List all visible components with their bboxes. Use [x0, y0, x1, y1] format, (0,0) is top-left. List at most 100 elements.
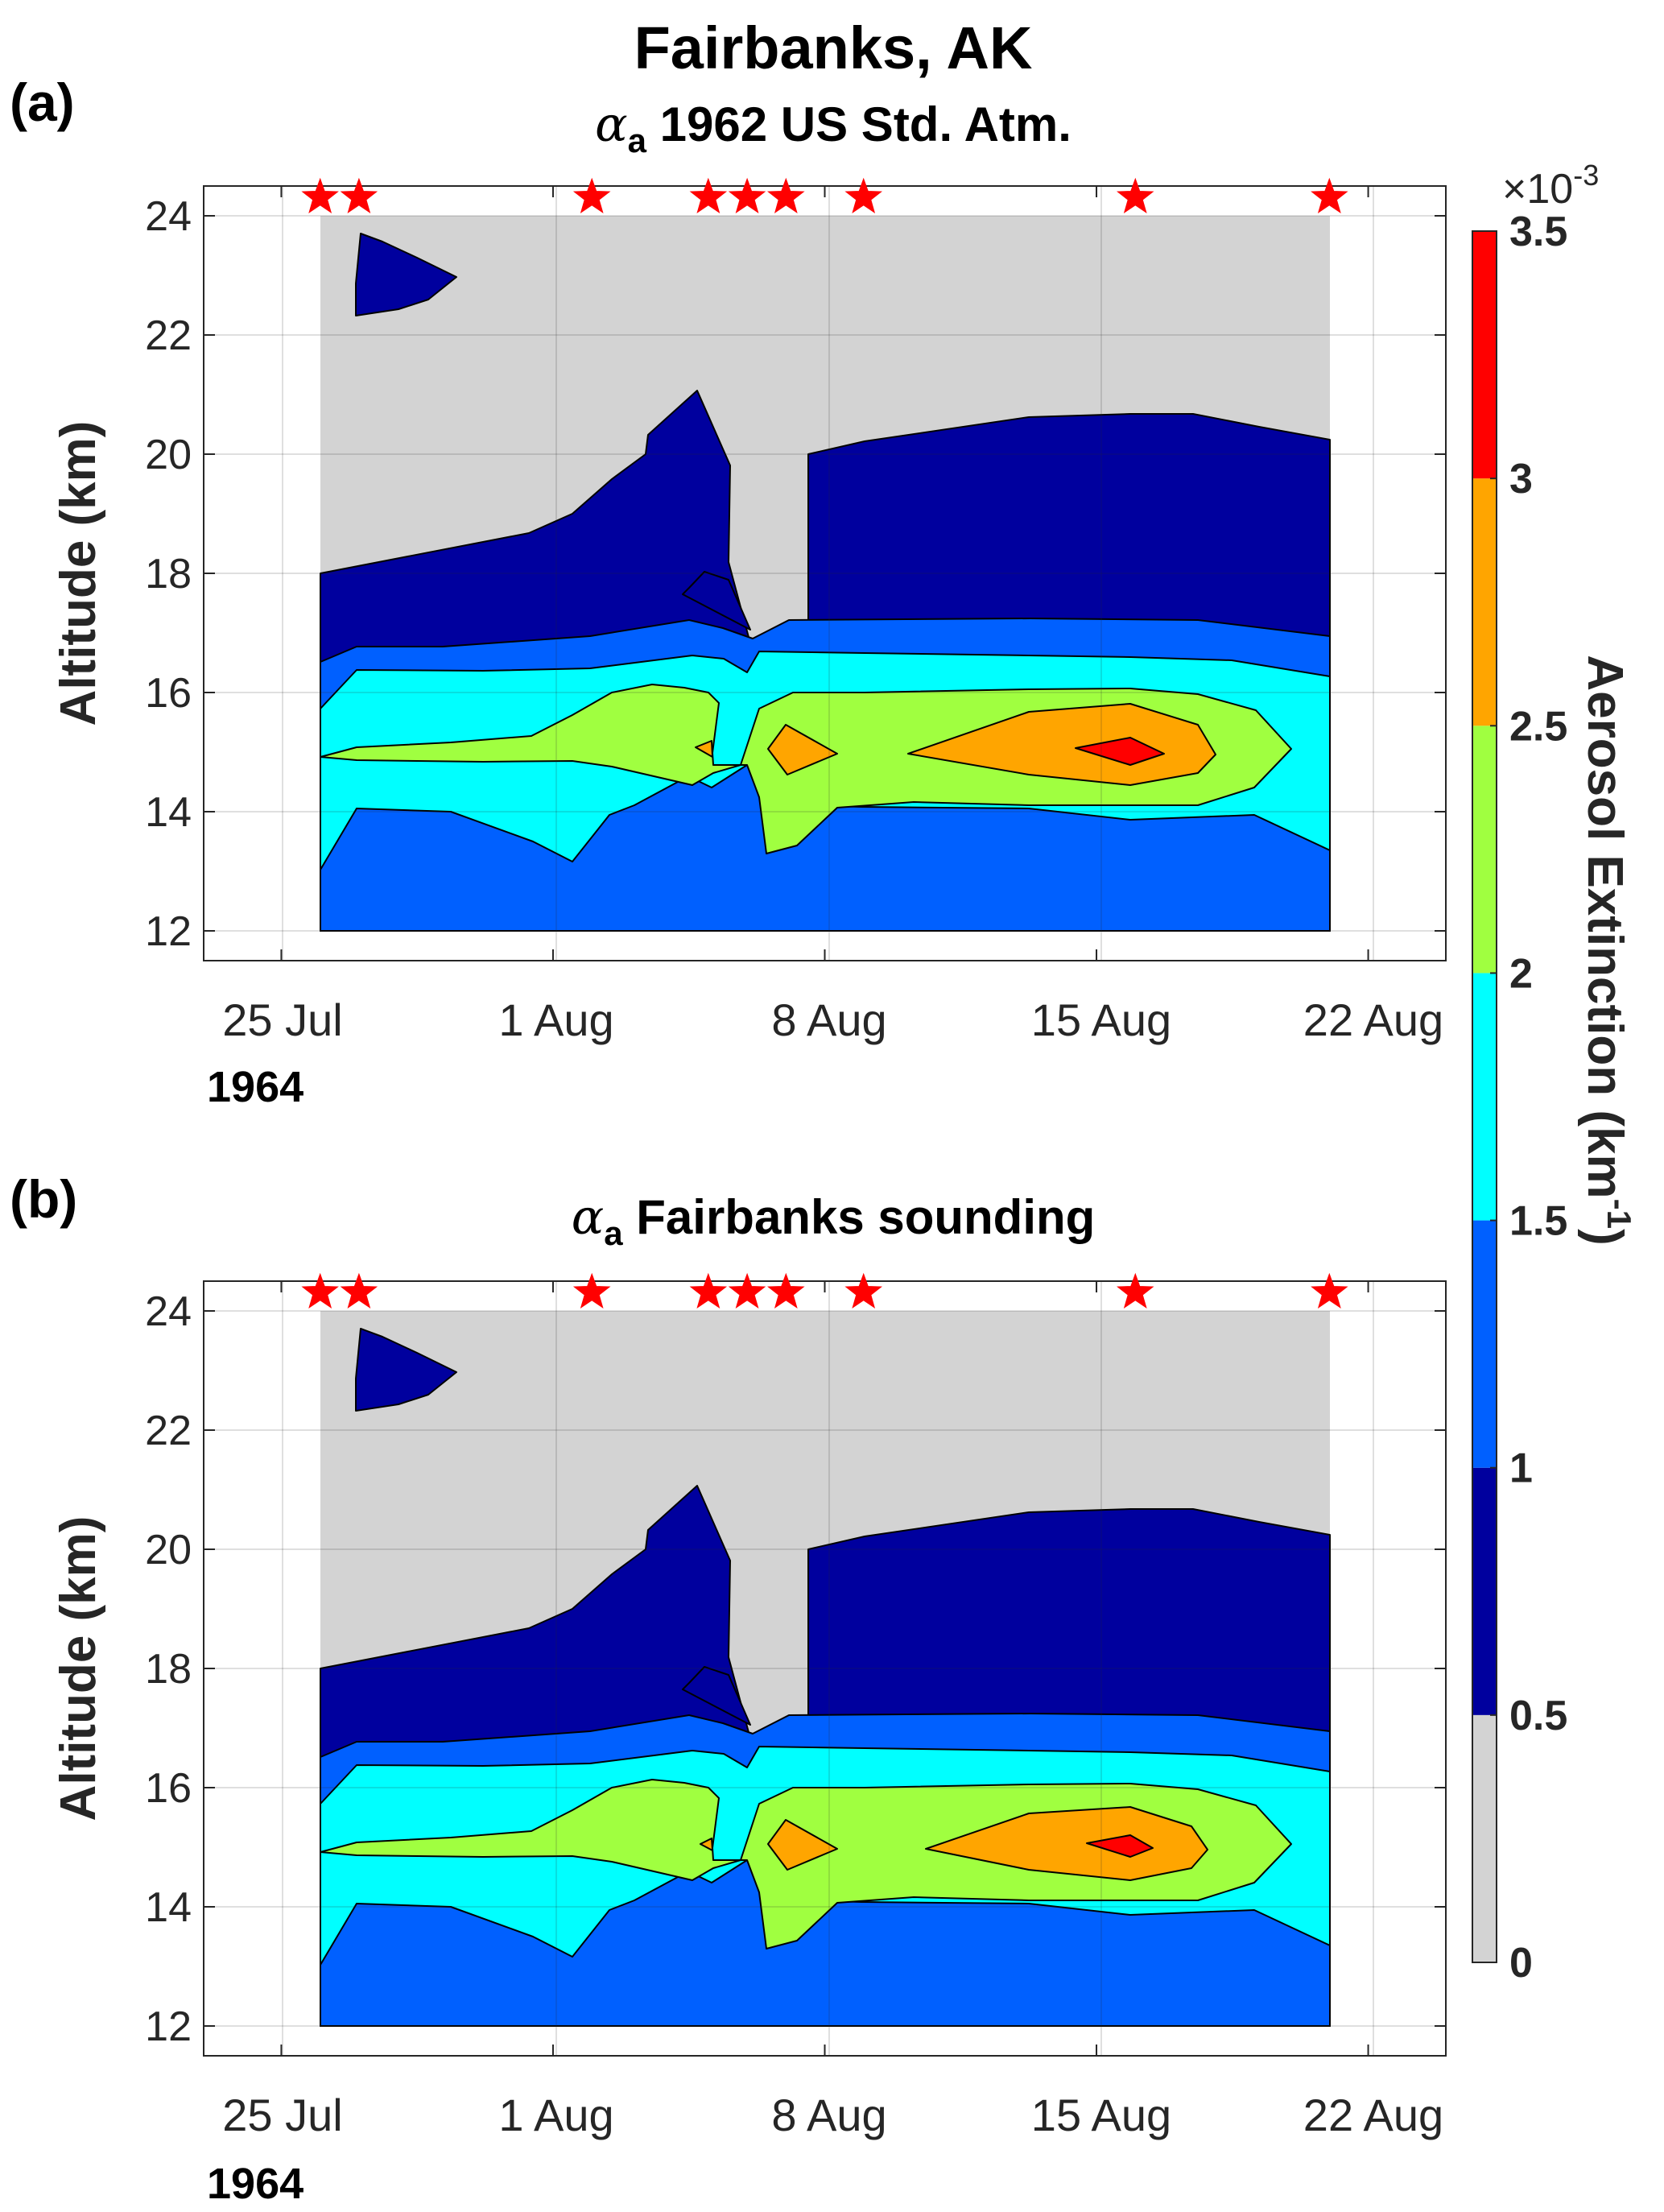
measurement-star [301, 177, 339, 213]
colorbar-label-sup: -1 [1600, 1199, 1638, 1229]
x-tick-label: 1 Aug [498, 2090, 613, 2140]
measurement-star [1311, 177, 1348, 213]
colorbar-tick-labels: 0 0.5 1 1.5 2 2.5 3 3.5 [1490, 209, 1567, 1987]
contour-3p0 [1086, 1834, 1154, 1858]
panel-b-title-symbol: α [572, 1189, 605, 1246]
measurement-star [340, 177, 378, 213]
panel-a-y-tick-labels: 12 14 16 18 20 22 24 [145, 193, 192, 955]
panel-b-grid [204, 1281, 1446, 2056]
y-tick-label: 22 [145, 1408, 192, 1454]
contour-3p0 [1075, 737, 1165, 766]
y-tick-label: 12 [145, 2003, 192, 2050]
colorbar-tick-label: 1 [1509, 1445, 1533, 1492]
contour-0p5-top-island [355, 233, 457, 316]
measurement-star [572, 177, 611, 213]
contour-1p5-lower [320, 764, 1331, 932]
panel-a-title-rest: 1962 US Std. Atm. [646, 97, 1071, 151]
y-tick-label: 20 [145, 432, 192, 478]
panel-b-stars [301, 1272, 1348, 1309]
measurement-star [728, 1272, 766, 1309]
contour-2p5-a [925, 1806, 1208, 1881]
panel-a-contours [320, 233, 1331, 932]
contour-1p5-lower [320, 1859, 1331, 2027]
panel-a-stars [301, 177, 1348, 213]
measurement-star [767, 177, 805, 213]
colorbar-tick-label: 2.5 [1509, 703, 1567, 750]
panel-a-ticks [204, 186, 1446, 961]
panel-b: (b) αa Fairbanks sounding [10, 1169, 1447, 2208]
colorbar-multiplier: ×10-3 [1502, 159, 1599, 213]
measurement-star [689, 1272, 728, 1309]
colorbar-band [1472, 478, 1497, 726]
colorbar-band [1472, 726, 1497, 974]
panel-b-year-label: 1964 [207, 2160, 303, 2208]
y-tick-label: 14 [145, 789, 192, 836]
y-tick-label: 24 [145, 1288, 192, 1335]
x-tick-label: 22 Aug [1303, 2090, 1443, 2140]
measurement-star [844, 177, 882, 213]
colorbar-frame [1472, 230, 1497, 1963]
colorbar-band [1472, 1714, 1497, 1962]
colorbar-label-close: ) [1577, 1229, 1633, 1246]
y-tick-label: 16 [145, 670, 192, 717]
contour-2p5-b [767, 724, 838, 775]
y-tick-label: 22 [145, 312, 192, 359]
colorbar-band [1472, 973, 1497, 1221]
measurement-star [572, 1272, 611, 1309]
contour-2p5-a [907, 703, 1216, 786]
panel-b-label: (b) [10, 1169, 77, 1229]
y-tick-label: 14 [145, 1884, 192, 1931]
x-tick-label: 22 Aug [1303, 994, 1443, 1045]
y-tick-label: 18 [145, 551, 192, 597]
measurement-star [301, 1272, 339, 1309]
panel-a-x-tick-labels: 25 Jul 1 Aug 8 Aug 15 Aug 22 Aug [222, 994, 1443, 1045]
colorbar-tick-label: 0.5 [1509, 1693, 1567, 1739]
colorbar-tick-label: 2 [1509, 950, 1533, 997]
panel-a-year-label: 1964 [207, 1063, 303, 1111]
colorbar-label-main: Aerosol Extinction (km [1577, 655, 1633, 1198]
contour-2p5-c [695, 740, 713, 758]
measurement-star [340, 1272, 378, 1309]
panel-a-title-symbol: α [595, 97, 628, 153]
colorbar-band [1472, 1220, 1497, 1468]
contour-2p5-c [700, 1838, 713, 1851]
measurement-star [1117, 177, 1154, 213]
colorbar-multiplier-base: ×10 [1502, 166, 1573, 213]
x-tick-label: 25 Jul [222, 2090, 342, 2140]
panel-a-grid [204, 186, 1446, 961]
panel-a: (a) αa 1962 US Std. Atm. [10, 72, 1447, 1111]
panel-b-plot [203, 1272, 1447, 2057]
measurement-star [1311, 1272, 1348, 1309]
measurement-star [1117, 1272, 1154, 1309]
colorbar-band [1472, 1467, 1497, 1715]
panel-b-contours [320, 1328, 1331, 2027]
colorbar-tick-label: 1.5 [1509, 1198, 1567, 1245]
panel-a-title-sub: a [628, 122, 647, 159]
x-tick-label: 8 Aug [771, 994, 886, 1045]
colorbar-multiplier-exponent: -3 [1573, 159, 1599, 192]
panel-b-title-rest: Fairbanks sounding [623, 1190, 1096, 1244]
panel-a-y-axis-label: Altitude (km) [51, 421, 106, 726]
y-tick-label: 16 [145, 1765, 192, 1812]
panel-a-label: (a) [10, 72, 75, 132]
panel-b-title: αa Fairbanks sounding [572, 1189, 1096, 1252]
x-tick-label: 25 Jul [222, 994, 342, 1045]
contour-1p0-top-hole [682, 1666, 751, 1726]
y-tick-label: 20 [145, 1527, 192, 1573]
panel-b-x-tick-labels: 25 Jul 1 Aug 8 Aug 15 Aug 22 Aug [222, 2090, 1443, 2140]
panel-a-title: αa 1962 US Std. Atm. [595, 97, 1071, 159]
panel-b-title-sub: a [604, 1214, 623, 1252]
x-tick-label: 15 Aug [1031, 994, 1171, 1045]
colorbar-tick-label: 3 [1509, 456, 1533, 502]
x-tick-label: 15 Aug [1031, 2090, 1171, 2140]
measurement-star [728, 177, 766, 213]
measurement-star [767, 1272, 805, 1309]
panel-a-plot [203, 177, 1447, 961]
colorbar-tick-label: 3.5 [1509, 209, 1567, 255]
measurement-star [844, 1272, 882, 1309]
measurement-star [689, 177, 728, 213]
y-tick-label: 18 [145, 1646, 192, 1693]
x-tick-label: 1 Aug [498, 994, 613, 1045]
y-tick-label: 12 [145, 908, 192, 955]
figure-title: Fairbanks, AK [634, 14, 1033, 81]
